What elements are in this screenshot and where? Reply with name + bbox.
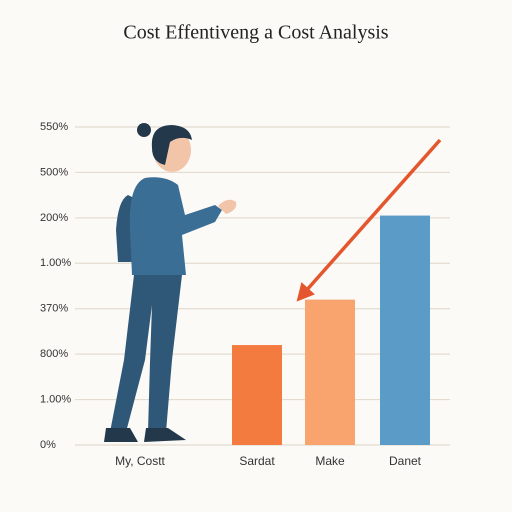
bar — [232, 345, 282, 445]
y-tick-label: 1.00% — [40, 257, 71, 269]
x-tick-label: Make — [315, 454, 345, 468]
y-tick-label: 800% — [40, 348, 68, 360]
x-tick-label: Danet — [389, 454, 422, 468]
trend-arrow — [296, 138, 442, 302]
x-tick-label: My, Costt — [115, 454, 165, 468]
y-tick-label: 200% — [40, 212, 68, 224]
bar — [305, 299, 355, 445]
y-tick-label: 370% — [40, 303, 68, 315]
y-tick-label: 500% — [40, 166, 68, 178]
chart-title: Cost Effentiveng a Cost Analysis — [123, 22, 388, 44]
bars: My, Costt Sardat Make Danet — [115, 215, 430, 468]
x-tick-label: Sardat — [239, 454, 275, 468]
person-illustration — [104, 123, 237, 442]
bar — [380, 215, 430, 445]
y-tick-label: 1.00% — [40, 393, 71, 405]
y-tick-label: 550% — [40, 121, 68, 133]
y-tick-label: 0% — [40, 439, 56, 451]
